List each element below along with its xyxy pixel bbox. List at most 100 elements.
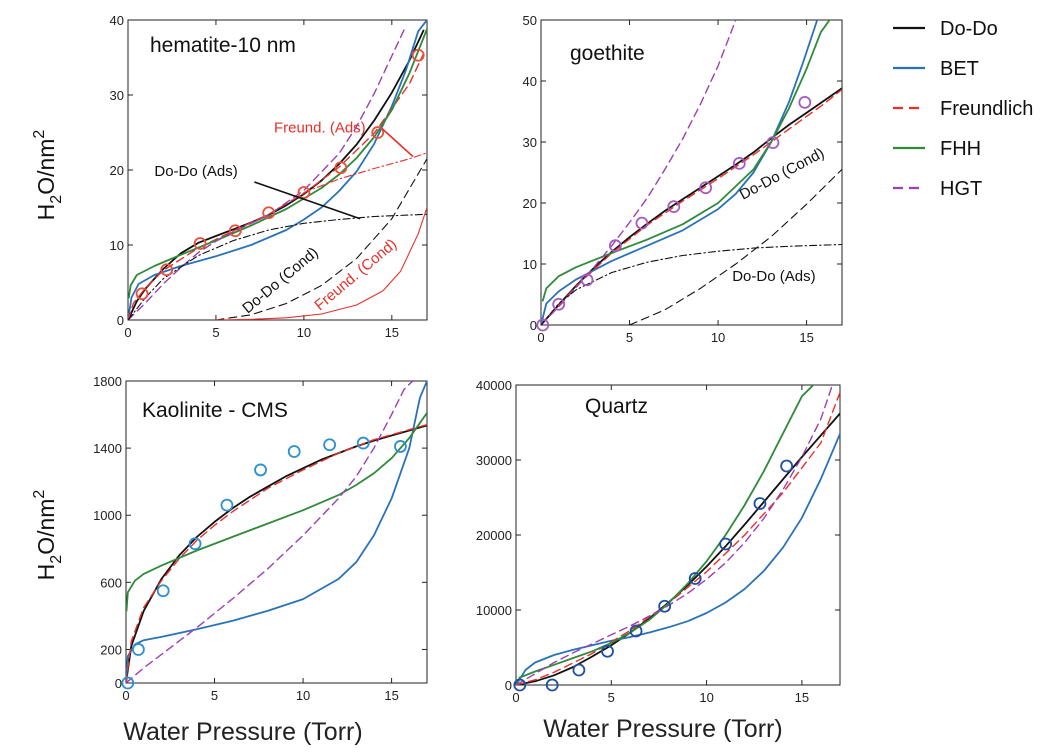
series-line-bet: [128, 20, 427, 320]
y-tick-label: 20: [110, 163, 124, 178]
y-tick-label: 10: [523, 257, 537, 272]
series-group: [126, 381, 427, 683]
y-tick-label: 20000: [476, 528, 512, 543]
series-line-do-do-ads: [541, 243, 842, 325]
legend-label: BET: [940, 58, 979, 80]
series-line-fhh: [128, 28, 427, 299]
panel-hematite-10-nm: 0 5 10 15 0 10 20 30 40 Freund. (Ads) Do-Do (Ads) D…: [110, 13, 428, 340]
data-point: [160, 263, 174, 277]
y-axis-label-top-main: H: [33, 204, 59, 221]
legend-item-fhh: FHH: [893, 138, 981, 160]
x-tick-label: 15: [795, 690, 809, 705]
data-point: [580, 273, 594, 287]
panel-title: Quartz: [585, 395, 648, 418]
legend-label: HGT: [940, 178, 982, 200]
legend-item-do-do: Do-Do: [893, 18, 998, 40]
data-point: [753, 497, 767, 510]
x-tick-label: 10: [699, 690, 713, 705]
legend: Do-Do BET Freundlich FHH HGT: [893, 18, 1033, 200]
data-point: [156, 584, 170, 598]
data-point: [601, 644, 614, 658]
series-line-freundlich: [126, 423, 427, 683]
y-axis-label-bottom-sub: 2: [48, 555, 65, 564]
x-tick-label: 10: [297, 325, 311, 340]
annotation-do-do-ads: Do-Do (Ads): [154, 163, 237, 180]
panel-title: Kaolinite - CMS: [142, 399, 288, 422]
data-point: [536, 318, 550, 332]
annotation-do-do-cond: Do-Do (Cond): [737, 145, 827, 204]
legend-item-freundlich: Freundlich: [893, 98, 1033, 120]
data-point: [732, 156, 746, 170]
panel-quartz: 0 5 10 15 0 10000 20000 30000 40000 Quartz: [476, 378, 841, 705]
data-point: [552, 297, 566, 311]
y-tick-label: 600: [100, 575, 122, 590]
y-tick-label: 0: [505, 678, 512, 693]
y-tick-label: 0: [115, 676, 122, 691]
x-tick-label: 10: [711, 330, 725, 345]
plot-frame: [540, 19, 843, 326]
data-point: [572, 663, 586, 677]
series-line-freund-cond: [215, 206, 427, 320]
y-axis-label-top-sup: 2: [31, 130, 48, 139]
series-line-fhh: [541, 20, 831, 302]
data-point: [297, 186, 311, 199]
y-axis-label-bottom-sup: 2: [31, 490, 48, 499]
data-point: [629, 624, 643, 638]
series-line-hgt: [516, 385, 834, 685]
plot-frame: [125, 380, 428, 684]
y-axis-label-top-rest: O/nm: [33, 139, 59, 195]
y-tick-label: 0: [117, 313, 124, 328]
x-tick-label: 0: [537, 330, 544, 345]
data-point: [766, 136, 780, 150]
data-point: [699, 181, 713, 195]
legend-label: Freundlich: [940, 98, 1033, 120]
y-tick-label: 10: [110, 238, 124, 253]
series-line-fhh: [516, 385, 815, 685]
annotation-do-do-cond: Do-Do (Cond): [239, 244, 321, 317]
legend-item-bet: BET: [893, 58, 979, 80]
panels: 0 5 10 15 0 10 20 30 40 Freund. (Ads) Do-Do (Ads) D…: [93, 13, 843, 705]
annotation-freund-ads: Freund. (Ads): [274, 120, 366, 137]
data-point: [635, 216, 649, 230]
y-tick-label: 1800: [93, 374, 122, 389]
y-tick-label: 20: [523, 196, 537, 211]
legend-label: Do-Do: [940, 18, 998, 40]
panel-title: goethite: [570, 42, 645, 65]
y-tick-label: 30: [110, 88, 124, 103]
y-tick-label: 50: [523, 13, 537, 28]
series-line-freund-ads: [303, 152, 427, 194]
data-point: [798, 95, 812, 109]
x-tick-label: 15: [385, 325, 399, 340]
data-point: [254, 463, 267, 477]
series-line-bet: [541, 20, 819, 325]
y-tick-label: 40: [110, 13, 124, 28]
panel-kaolinite-cms: 0 5 10 15 0 200 600 1000 1400 1800 Kaolinite - CMS: [93, 374, 428, 703]
data-point: [667, 200, 681, 214]
x-tick-label: 10: [296, 688, 310, 703]
panel-title: hematite-10 nm: [150, 34, 296, 57]
y-tick-label: 30: [523, 135, 537, 150]
series-line-bet: [516, 432, 840, 685]
y-axis-label-top: H2O/nm2: [31, 130, 65, 221]
y-tick-label: 40000: [476, 378, 512, 393]
series-line-hgt: [126, 381, 421, 683]
series-line-fhh: [126, 411, 427, 612]
series-line-freundlich: [516, 391, 840, 685]
series-line-do-do: [516, 412, 840, 685]
data-point: [394, 440, 407, 453]
data-point: [371, 126, 385, 139]
data-point: [658, 599, 672, 613]
y-tick-label: 0: [530, 318, 537, 333]
x-tick-label: 5: [608, 690, 615, 705]
x-tick-label: 5: [626, 330, 633, 345]
annotation-leader-line: [254, 181, 361, 220]
x-axis-label-right: Water Pressure (Torr): [543, 715, 782, 743]
series-line-hgt: [128, 25, 407, 320]
y-axis-label-top-sub: 2: [48, 195, 65, 204]
y-tick-label: 200: [100, 642, 122, 657]
annotation-do-do-ads: Do-Do (Ads): [732, 268, 815, 285]
data-point: [323, 438, 337, 452]
series-line-do-do: [126, 424, 427, 683]
series-group: [516, 385, 840, 685]
